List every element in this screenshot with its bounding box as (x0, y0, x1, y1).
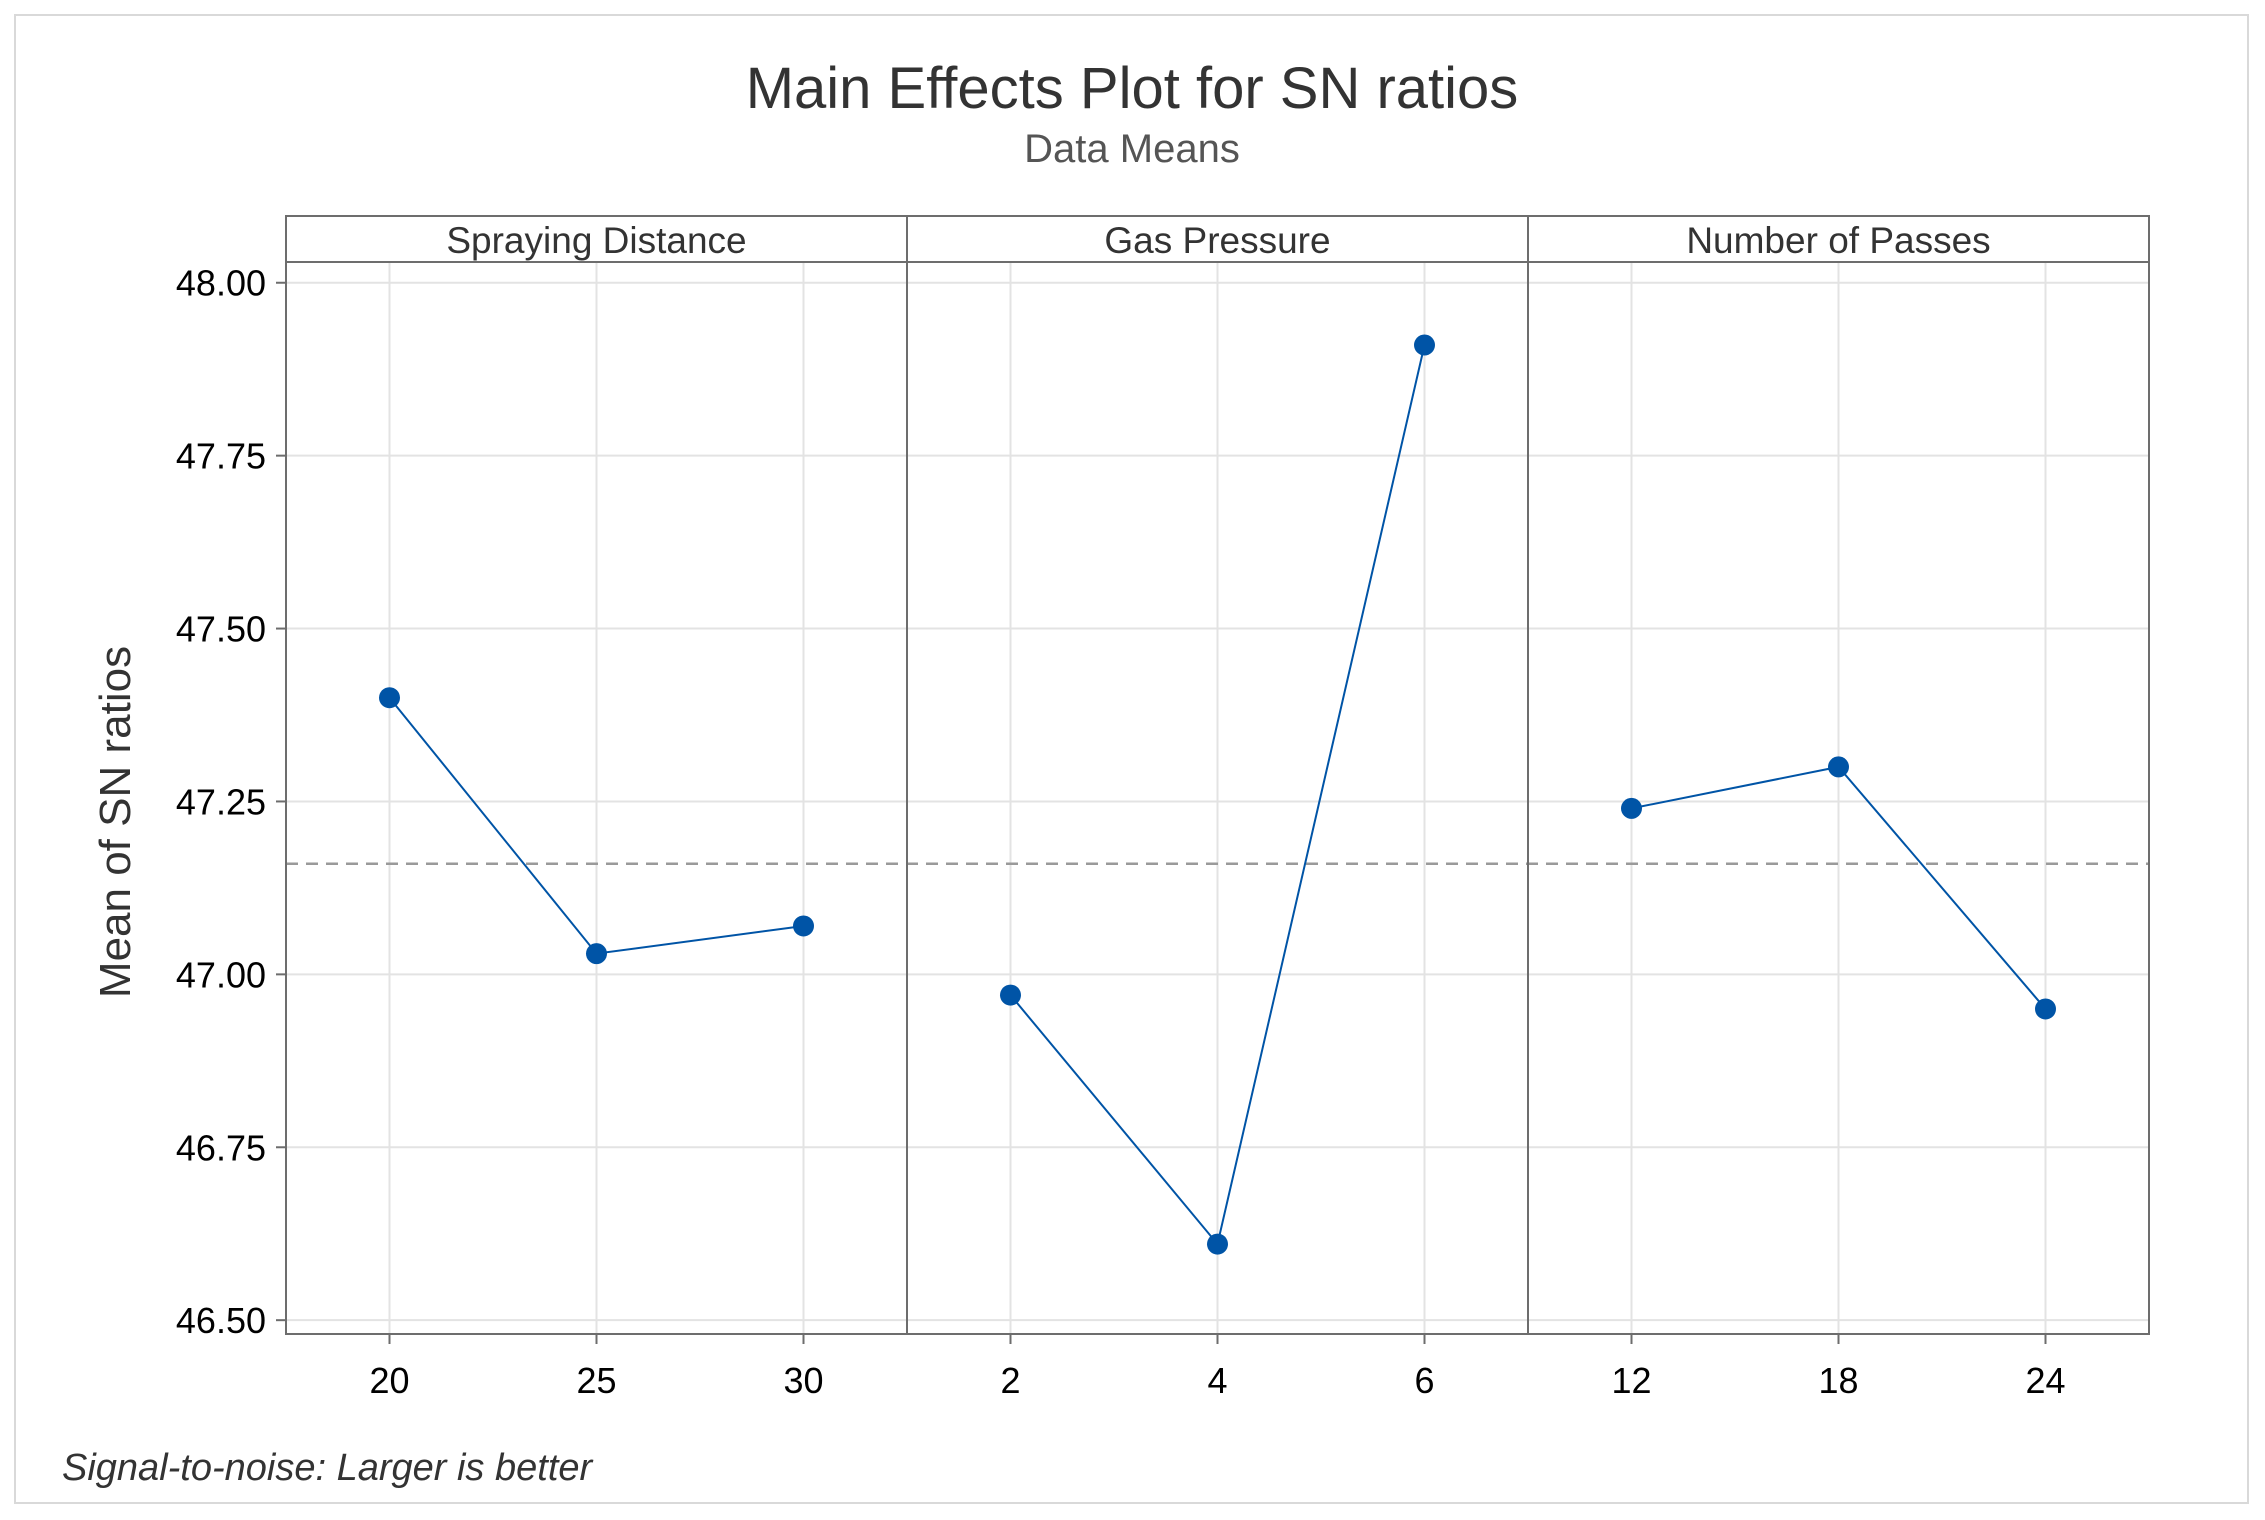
panel-frames (276, 215, 2150, 1344)
y-tick-label: 47.25 (176, 781, 266, 822)
data-layer (379, 334, 2056, 1255)
y-tick-label: 46.75 (176, 1127, 266, 1168)
x-tick-label: 20 (369, 1360, 409, 1401)
x-tick-label: 24 (2025, 1360, 2065, 1401)
x-tick-label: 6 (1414, 1360, 1434, 1401)
chart-title: Main Effects Plot for SN ratios (746, 56, 1519, 121)
y-tick-label: 47.75 (176, 436, 266, 477)
y-axis-title: Mean of SN ratios (91, 646, 140, 998)
chart-subtitle: Data Means (1024, 127, 1240, 171)
y-tick-label: 47.00 (176, 954, 266, 995)
y-tick-label: 48.00 (176, 263, 266, 304)
data-point (379, 687, 400, 709)
panel-header-label: Number of Passes (1686, 220, 1990, 261)
data-point (1000, 984, 1021, 1006)
x-tick-label: 12 (1611, 1360, 1651, 1401)
x-tick-label: 18 (1818, 1360, 1858, 1401)
label-layer: 46.50 46.75 47.00 47.25 47.50 47.75 48.00 Spray… (176, 220, 2066, 1401)
panel-header-label: Gas Pressure (1104, 220, 1330, 261)
data-point (1828, 756, 1849, 778)
panel-header-label: Spraying Distance (446, 220, 746, 261)
x-tick-label: 25 (576, 1360, 616, 1401)
y-tick-label: 46.50 (176, 1300, 266, 1341)
x-tick-label: 30 (783, 1360, 823, 1401)
x-tick-label: 4 (1207, 1360, 1227, 1401)
data-point (1621, 797, 1642, 819)
data-point (1207, 1233, 1228, 1255)
grid-layer (286, 262, 2149, 1334)
footnote: Signal-to-noise: Larger is better (62, 1447, 594, 1489)
data-point (793, 915, 814, 937)
data-point (2035, 998, 2056, 1020)
x-tick-label: 2 (1000, 1360, 1020, 1401)
y-tick-label: 47.50 (176, 609, 266, 650)
data-point (1414, 334, 1435, 356)
data-point (586, 943, 607, 965)
